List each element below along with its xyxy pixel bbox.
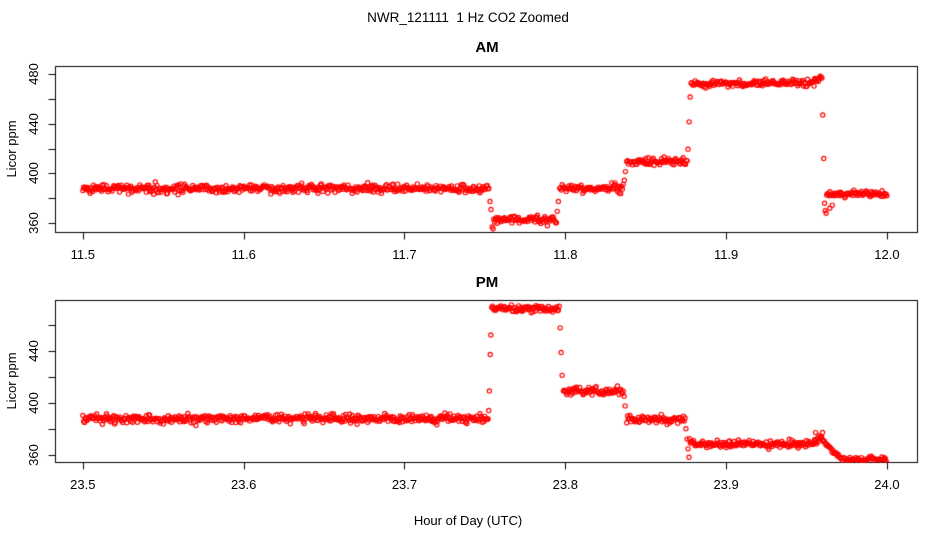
y-tick-label: 360: [26, 212, 41, 235]
x-tick-label: 11.5: [70, 246, 95, 262]
x-tick-label: 11.8: [553, 246, 578, 262]
y-axis-label-am: Licor ppm: [4, 120, 19, 178]
x-tick-label: 12.0: [874, 246, 900, 262]
x-tick-label: 24.0: [874, 476, 900, 492]
y-tick-label: 440: [26, 340, 41, 363]
x-tick-label: 11.6: [231, 246, 256, 262]
panel-title-am: AM: [475, 39, 499, 56]
x-tick-label: 11.7: [392, 246, 417, 262]
y-tick-label: 400: [26, 162, 41, 185]
y-tick-label: 400: [26, 392, 41, 415]
panel-title-pm: PM: [475, 274, 499, 291]
x-tick-label: 23.6: [231, 476, 257, 492]
x-tick-label: 23.5: [70, 476, 96, 492]
x-tick-label: 23.8: [552, 476, 578, 492]
figure-title: NWR_121111 1 Hz CO2 Zoomed: [367, 10, 569, 25]
x-tick-label: 11.9: [713, 246, 739, 262]
x-tick-label: 23.7: [391, 476, 418, 492]
x-axis-label: Hour of Day (UTC): [413, 513, 523, 528]
y-axis-label-pm: Licor ppm: [4, 352, 19, 410]
y-tick-label: 440: [26, 112, 41, 135]
y-tick-label: 480: [26, 63, 41, 85]
x-tick-label: 23.9: [713, 476, 739, 492]
y-tick-label: 360: [26, 444, 41, 467]
